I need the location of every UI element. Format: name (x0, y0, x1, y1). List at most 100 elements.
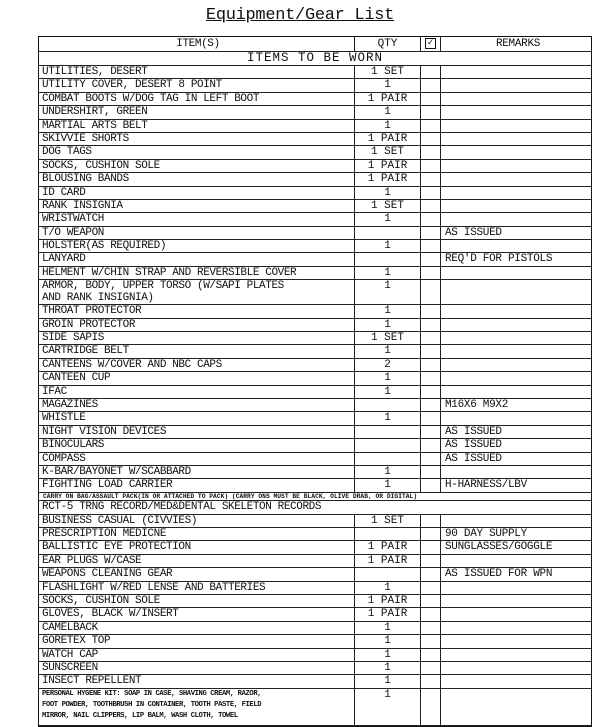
remarks-cell (441, 372, 591, 384)
item-cell: FIGHTING LOAD CARRIER (39, 479, 355, 492)
records-row: RCT-5 TRNG RECORD/MED&DENTAL SKELETON RE… (39, 501, 591, 515)
table-row: THROAT PROTECTOR 1 (39, 305, 591, 319)
remarks-cell: H-HARNESS/LBV (445, 479, 527, 492)
check-cell[interactable] (421, 345, 441, 358)
section-carry-on: CARRY ON BAG/ASSAULT PACK(IN OR ATTACHED… (39, 493, 591, 502)
qty-cell: 1 PAIR (355, 92, 421, 106)
check-cell[interactable] (421, 318, 441, 332)
check-cell[interactable] (421, 280, 441, 305)
qty-cell: 1 PAIR (355, 132, 421, 146)
check-cell[interactable] (421, 688, 441, 725)
check-cell[interactable] (421, 253, 441, 266)
qty-cell: 2 (355, 358, 421, 372)
table-row: BUSINESS CASUAL (CIVVIES) 1 SET (39, 514, 591, 528)
gear-table: ITEM(S) QTY ✓ REMARKS ITEMS TO BE WORN U… (38, 36, 592, 727)
check-cell[interactable] (421, 266, 441, 280)
check-cell[interactable] (421, 479, 441, 492)
qty-cell: 1 PAIR (355, 594, 421, 608)
remarks-cell (441, 466, 591, 478)
check-cell[interactable] (421, 226, 441, 240)
check-cell[interactable] (421, 465, 441, 479)
qty-cell: 1 (355, 345, 421, 358)
remarks-cell (441, 173, 591, 185)
check-cell[interactable] (421, 439, 441, 452)
check-cell[interactable] (421, 621, 441, 635)
check-cell[interactable] (421, 528, 441, 541)
check-cell[interactable] (421, 119, 441, 132)
check-cell[interactable] (421, 159, 441, 173)
check-cell[interactable] (421, 514, 441, 527)
table-row: ID CARD 1 (39, 186, 591, 200)
check-cell[interactable] (421, 358, 441, 372)
check-cell[interactable] (421, 79, 441, 92)
remarks-cell (441, 622, 591, 634)
item-cell: UTILITY COVER, DESERT 8 POINT (39, 79, 355, 92)
item-cell: LANYARD (39, 253, 355, 266)
qty-cell: 1 (355, 240, 421, 253)
check-cell[interactable] (421, 648, 441, 661)
item-cell: SOCKS, CUSHION SOLE (39, 159, 355, 173)
records-label: RCT-5 TRNG RECORD/MED&DENTAL SKELETON RE… (42, 501, 322, 514)
check-cell[interactable] (421, 213, 441, 226)
remarks-cell (441, 675, 591, 687)
check-cell[interactable] (421, 132, 441, 146)
check-cell[interactable] (421, 372, 441, 385)
check-cell[interactable] (421, 332, 441, 345)
item-cell: WATCH CAP (39, 648, 355, 661)
qty-cell: 1 SET (355, 146, 421, 159)
table-row: UTILITIES, DESERT 1 SET (39, 66, 591, 80)
remarks-cell (441, 160, 591, 172)
check-cell[interactable] (421, 398, 441, 412)
remarks-cell: M16X6 M9X2 (445, 398, 509, 411)
remarks-cell: AS ISSUED FOR WPN (445, 568, 553, 581)
item-cell: CAMELBACK (39, 621, 355, 635)
remarks-cell: REQ'D FOR PISTOLS (445, 253, 553, 266)
check-cell[interactable] (421, 608, 441, 621)
check-cell[interactable] (421, 412, 441, 425)
item-cell: HELMENT W/CHIN STRAP AND REVERSIBLE COVE… (39, 266, 355, 280)
check-cell[interactable] (421, 92, 441, 106)
check-cell[interactable] (421, 305, 441, 318)
item-cell: EAR PLUGS W/CASE (39, 554, 355, 568)
qty-cell: 1 PAIR (355, 608, 421, 621)
table-row: CANTEENS W/COVER AND NBC CAPS 2 (39, 358, 591, 373)
table-row: COMPASS AS ISSUED (39, 452, 591, 466)
section-items-to-be-worn: ITEMS TO BE WORN (39, 52, 591, 66)
check-cell[interactable] (421, 581, 441, 594)
qty-cell: 1 SET (355, 66, 421, 79)
check-cell[interactable] (421, 173, 441, 186)
check-cell[interactable] (421, 186, 441, 199)
check-cell[interactable] (421, 385, 441, 398)
check-cell[interactable] (421, 66, 441, 79)
check-cell[interactable] (421, 635, 441, 648)
item-cell: THROAT PROTECTOR (39, 305, 355, 318)
item-cell: MARTIAL ARTS BELT (39, 119, 355, 132)
item-cell: SIDE SAPIS (39, 332, 355, 345)
check-cell[interactable] (421, 541, 441, 554)
table-row: BLOUSING BANDS 1 PAIR (39, 173, 591, 187)
table-row: CANTEEN CUP 1 (39, 372, 591, 386)
remarks-cell (441, 280, 591, 304)
table-row: BALLISTIC EYE PROTECTION 1 PAIR SUNGLASSES… (39, 541, 591, 555)
check-cell[interactable] (421, 661, 441, 675)
check-cell[interactable] (421, 240, 441, 253)
check-cell[interactable] (421, 146, 441, 159)
qty-cell (355, 452, 421, 465)
qty-cell (355, 439, 421, 452)
check-cell[interactable] (421, 675, 441, 688)
carry-items-list: BUSINESS CASUAL (CIVVIES) 1 SET PRESCRIPTI… (39, 514, 591, 726)
check-cell[interactable] (421, 568, 441, 581)
check-cell[interactable] (421, 452, 441, 465)
remarks-cell (441, 120, 591, 132)
check-cell[interactable] (421, 594, 441, 608)
item-cell: HOLSTER(AS REQUIRED) (39, 240, 355, 253)
check-cell[interactable] (421, 554, 441, 568)
check-cell[interactable] (421, 106, 441, 119)
table-row: BINOCULARS AS ISSUED (39, 439, 591, 453)
table-row: GROIN PROTECTOR 1 (39, 318, 591, 333)
check-cell[interactable] (421, 199, 441, 213)
check-cell[interactable] (421, 425, 441, 439)
item-cell: RANK INSIGNIA (39, 199, 355, 213)
item-cell: BINOCULARS (39, 439, 355, 452)
qty-cell: 1 (355, 266, 421, 280)
